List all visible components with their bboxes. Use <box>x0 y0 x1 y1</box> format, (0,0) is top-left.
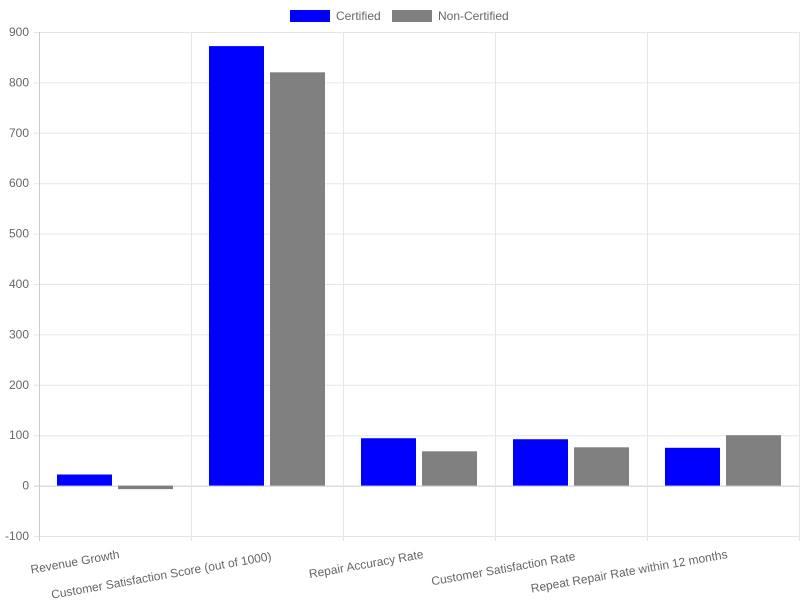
y-tick-label: -100 <box>5 529 29 543</box>
y-tick-label: 600 <box>9 176 29 190</box>
bar-non-certified <box>270 72 325 486</box>
bar-non-certified <box>118 485 173 490</box>
y-tick-label: 800 <box>9 75 29 89</box>
y-tick-label: 900 <box>9 25 29 39</box>
bar-non-certified <box>574 447 629 486</box>
legend-item-non-certified[interactable]: Non-Certified <box>392 9 509 23</box>
y-tick-label: 200 <box>9 378 29 392</box>
legend-label: Non-Certified <box>438 9 509 23</box>
bar-non-certified <box>726 435 781 486</box>
legend-swatch <box>392 10 432 22</box>
bar-certified <box>209 46 264 486</box>
bar-certified <box>513 439 568 486</box>
bar-certified <box>665 447 720 486</box>
bar-certified <box>57 474 112 486</box>
chart-legend: Certified Non-Certified <box>290 9 509 23</box>
y-tick-label: 500 <box>9 227 29 241</box>
legend-item-certified[interactable]: Certified <box>290 9 381 23</box>
y-tick-label: 0 <box>22 479 29 493</box>
y-tick-label: 300 <box>9 327 29 341</box>
bar-certified <box>361 438 416 486</box>
legend-label: Certified <box>336 9 381 23</box>
bar-non-certified <box>422 451 477 486</box>
y-tick-label: 700 <box>9 126 29 140</box>
y-axis: 900 800 700 600 500 400 300 200 100 0 -100 <box>5 25 29 543</box>
x-tick-label: Repair Accuracy Rate <box>308 547 425 581</box>
x-tick-label: Revenue Growth <box>29 547 120 576</box>
y-tick-label: 100 <box>9 428 29 442</box>
legend-swatch <box>290 10 330 22</box>
bars <box>57 46 781 490</box>
chart-grid <box>34 32 800 541</box>
y-tick-label: 400 <box>9 277 29 291</box>
